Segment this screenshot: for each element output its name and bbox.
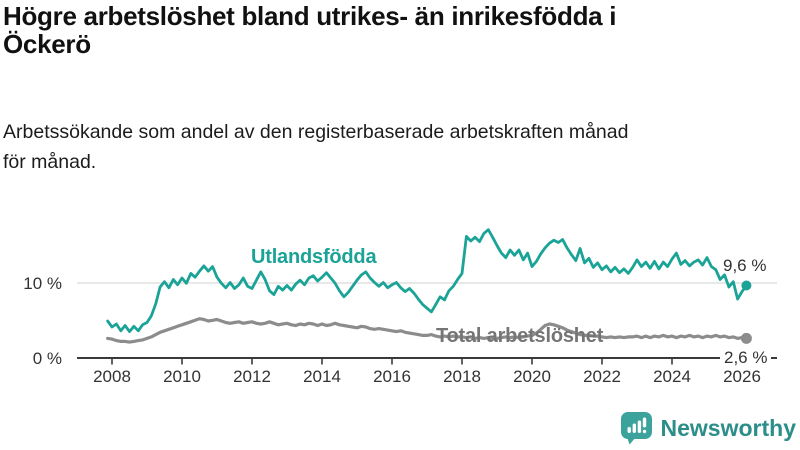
utlandsfodda-line bbox=[106, 228, 748, 334]
y-tick-label-10: 10 % bbox=[23, 274, 62, 293]
chart-subtitle: Arbetssökande som andel av den registerb… bbox=[3, 117, 783, 177]
title-line-1: Högre arbetslöshet bland utrikes- än inr… bbox=[3, 1, 617, 31]
x-tick-label-2018: 2018 bbox=[443, 367, 481, 386]
total-end-dot bbox=[740, 332, 752, 344]
x-tick-label-2012: 2012 bbox=[233, 367, 271, 386]
newsworthy-logo: Newsworthy bbox=[620, 411, 796, 445]
utlandsfodda-end-value-label: 9,6 % bbox=[723, 256, 767, 275]
brand-name: Newsworthy bbox=[660, 414, 796, 441]
subtitle-line-1: Arbetssökande som andel av den registerb… bbox=[3, 121, 629, 143]
subtitle-line-2: för månad. bbox=[3, 151, 97, 173]
total-arbetsloshet-line bbox=[105, 317, 749, 344]
x-tick-label-2026: 2026 bbox=[723, 367, 761, 386]
title-line-2: Öckerö bbox=[3, 29, 91, 59]
y-tick-label-0: 0 % bbox=[32, 349, 62, 368]
newsworthy-chart-bubble-icon bbox=[620, 412, 652, 445]
x-tick-label-2014: 2014 bbox=[303, 367, 341, 386]
utlandsfodda-series-label: Utlandsfödda bbox=[251, 246, 377, 268]
x-tick-label-2016: 2016 bbox=[373, 367, 411, 386]
x-tick-label-2008: 2008 bbox=[93, 367, 131, 386]
total-end-value-label: 2,6 % bbox=[720, 348, 772, 368]
page-title: Högre arbetslöshet bland utrikes- än inr… bbox=[3, 2, 788, 58]
x-tick-label-2020: 2020 bbox=[513, 367, 551, 386]
x-tick-label-2022: 2022 bbox=[583, 367, 621, 386]
total-series-label: Total arbetslöshet bbox=[436, 325, 604, 347]
utlandsfodda-end-dot bbox=[741, 280, 752, 291]
x-tick-label-2024: 2024 bbox=[653, 367, 691, 386]
x-tick-label-2010: 2010 bbox=[163, 367, 201, 386]
